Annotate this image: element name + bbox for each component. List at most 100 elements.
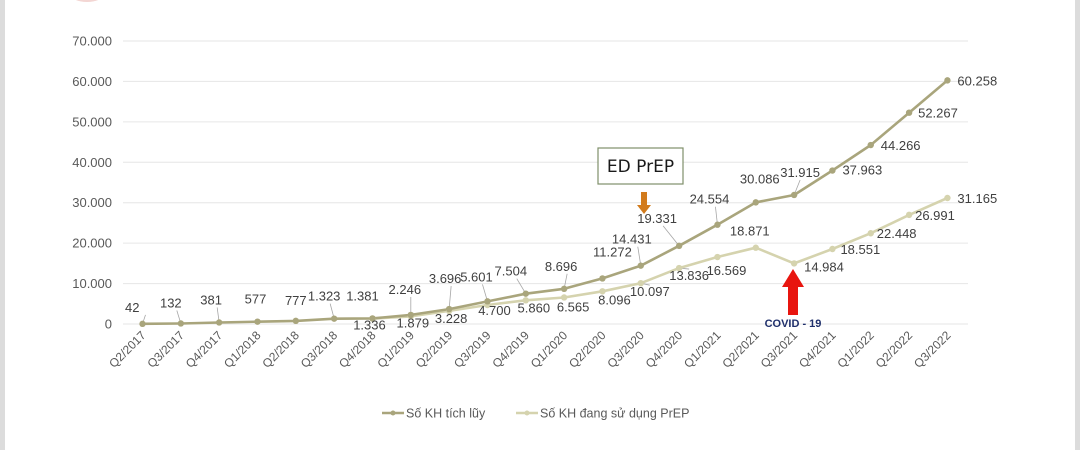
data-point-cumulative [254,318,261,325]
legend: Số KH tích lũy Số KH đang sử dụng PrEP [382,407,689,421]
data-point-cumulative [215,319,223,326]
x-tick-label: Q4/2018 [336,328,379,371]
leader-line [637,246,642,266]
data-label-active-prep: 22.448 [877,226,917,241]
data-label-active-prep: 5.860 [518,300,551,315]
data-point-cumulative [829,167,836,174]
data-label-cumulative: 577 [245,292,267,307]
x-tick-label: Q2/2018 [259,328,302,371]
data-point-cumulative [944,77,951,84]
y-axis-ticks: 0 10.000 20.000 30.000 40.000 50.000 60.000 70.… [72,34,112,332]
data-label-cumulative: 19.331 [637,211,677,226]
data-point-active-prep [905,211,913,219]
data-point-cumulative [177,320,185,327]
x-tick-label: Q1/2020 [528,328,571,371]
data-label-cumulative: 777 [285,293,307,308]
data-point-active-prep [944,194,951,202]
ed-prep-label: ED PrEP [607,157,674,177]
x-tick-label: Q4/2021 [796,328,839,371]
data-point-active-prep [675,264,683,272]
y-tick-label: 60.000 [72,74,112,89]
data-label-cumulative: 60.258 [957,73,997,88]
gridlines [123,40,968,325]
x-tick-label: Q3/2022 [911,328,954,371]
covid-annotation: COVID - 19 [765,269,821,330]
data-point-active-prep [599,288,606,295]
legend-marker-cumulative [390,410,396,416]
data-label-cumulative: 7.504 [495,264,528,279]
ed-prep-annotation: ED PrEP [597,147,684,214]
data-point-cumulative [560,285,568,293]
data-point-cumulative [905,109,913,116]
data-label-active-prep: 14.984 [804,259,844,274]
data-point-cumulative [330,315,338,322]
data-label-cumulative: 11.272 [593,244,632,259]
data-label-cumulative: 31.915 [780,165,820,180]
data-label-active-prep: 18.871 [730,224,770,239]
data-point-active-prep [752,244,759,251]
data-label-active-prep: 13.836 [669,268,709,283]
left-edge-strip [0,0,5,450]
data-label-cumulative: 14.431 [612,232,652,247]
data-point-cumulative [867,141,874,149]
y-tick-label: 50.000 [72,114,112,129]
data-point-active-prep [522,297,529,304]
data-point-active-prep [867,230,874,237]
legend-item-active-prep[interactable]: Số KH đang sử dụng PrEP [516,407,689,421]
data-label-cumulative: 3.696 [429,271,462,286]
y-tick-label: 70.000 [72,34,112,49]
data-point-active-prep [560,294,568,301]
data-label-active-prep: 1.336 [353,318,386,333]
data-label-cumulative: 30.086 [740,171,780,186]
x-tick-label: Q4/2020 [643,328,686,371]
data-point-cumulative [790,191,798,199]
covid-arrow-icon [782,269,804,315]
leader-line [662,225,680,247]
data-point-cumulative [139,320,146,328]
data-label-cumulative: 381 [200,292,222,307]
data-point-cumulative [445,305,453,313]
data-point-cumulative [752,199,759,206]
data-label-cumulative: 1.323 [308,289,341,304]
data-label-cumulative: 52.267 [918,106,958,121]
y-tick-label: 20.000 [72,236,112,251]
data-label-active-prep: 8.096 [598,292,631,307]
x-tick-label: Q2/2019 [413,328,456,371]
x-tick-label: Q3/2020 [604,328,647,371]
data-label-active-prep: 4.700 [478,303,511,318]
data-label-active-prep: 1.879 [397,315,430,330]
data-point-cumulative [407,311,415,319]
x-tick-label: Q4/2019 [489,328,532,371]
data-label-cumulative: 42 [125,300,139,315]
data-label-cumulative: 1.381 [346,288,379,303]
right-edge-strip [1075,0,1080,450]
x-tick-label: Q2/2021 [719,328,762,371]
data-label-cumulative: 8.696 [545,259,578,274]
data-point-active-prep [790,260,798,267]
data-label-active-prep: 10.097 [630,284,670,299]
data-label-active-prep: 31.165 [957,191,997,206]
legend-item-cumulative[interactable]: Số KH tích lũy [382,407,486,421]
x-tick-label: Q1/2022 [834,328,877,371]
data-point-active-prep [637,279,644,287]
x-tick-label: Q1/2019 [374,328,417,371]
x-tick-label: Q2/2020 [566,328,609,371]
series-points [139,77,951,328]
data-label-cumulative: 132 [160,295,182,310]
series-line-cumulative [142,79,949,326]
y-tick-label: 0 [105,317,112,332]
top-logo-fragment [70,0,104,2]
x-tick-label: Q1/2021 [681,328,724,371]
series-lines [142,79,949,326]
data-label-cumulative: 2.246 [389,282,422,297]
legend-label-active-prep: Số KH đang sử dụng PrEP [540,407,689,421]
x-tick-label: Q4/2017 [183,328,226,371]
data-point-active-prep [714,253,721,261]
x-tick-label: Q2/2022 [873,328,916,371]
data-label-active-prep: 6.565 [557,299,590,314]
y-tick-label: 30.000 [72,195,112,210]
series-line-active-prep [372,196,948,320]
x-tick-label: Q3/2021 [758,328,801,371]
data-point-cumulative [369,315,376,322]
